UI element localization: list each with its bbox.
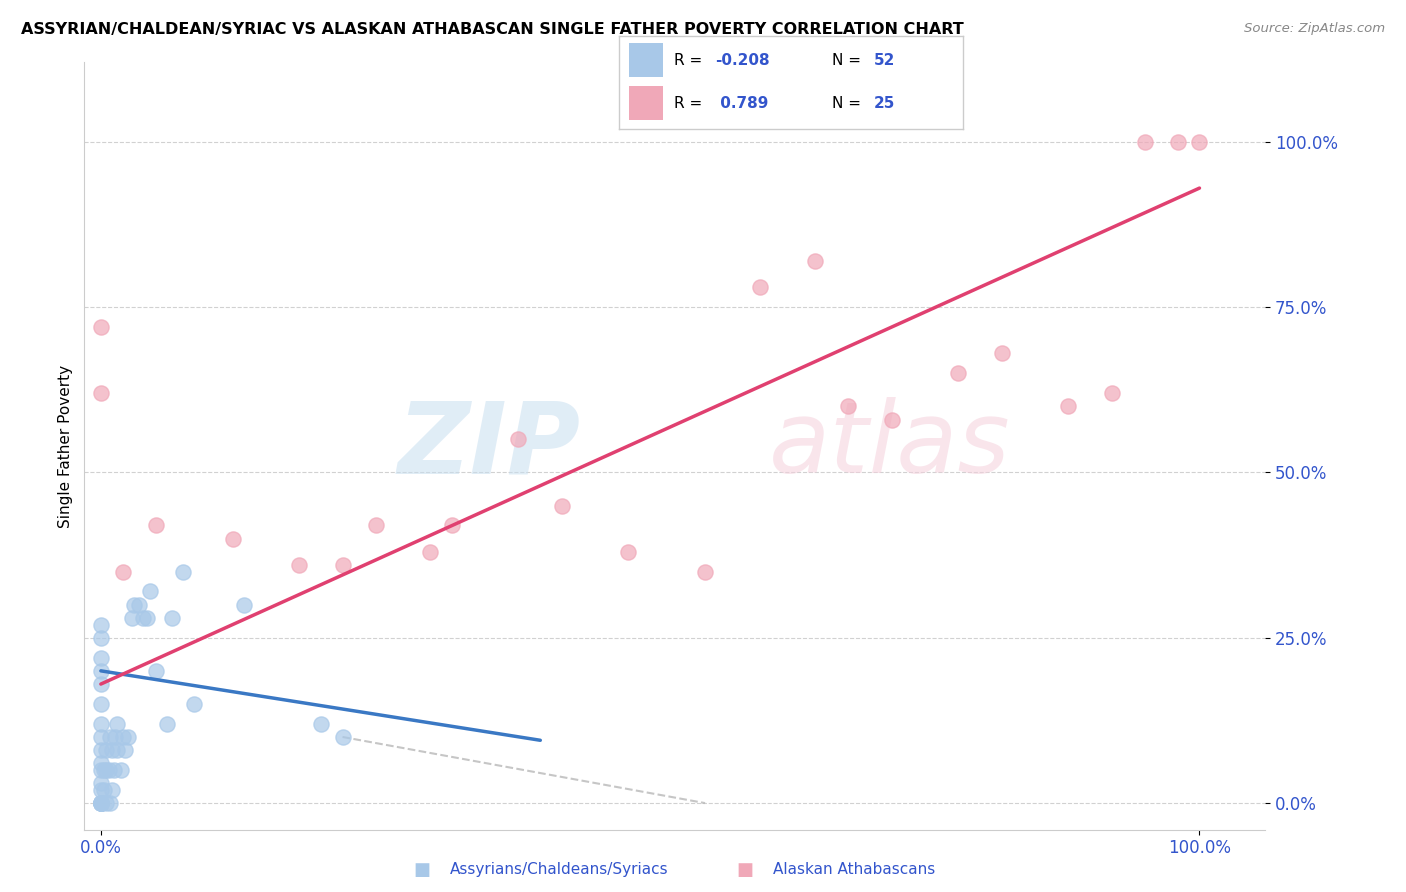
Text: Source: ZipAtlas.com: Source: ZipAtlas.com xyxy=(1244,22,1385,36)
Point xyxy=(221,532,243,546)
Point xyxy=(101,783,124,797)
Point xyxy=(90,763,112,777)
Text: N =: N = xyxy=(832,53,866,68)
Point xyxy=(90,796,112,810)
Point xyxy=(139,584,162,599)
Point xyxy=(332,558,354,572)
Text: 25: 25 xyxy=(873,95,896,111)
Text: ASSYRIAN/CHALDEAN/SYRIAC VS ALASKAN ATHABASCAN SINGLE FATHER POVERTY CORRELATION: ASSYRIAN/CHALDEAN/SYRIAC VS ALASKAN ATHA… xyxy=(21,22,965,37)
Point xyxy=(103,763,125,777)
Point xyxy=(90,783,112,797)
Point xyxy=(90,650,112,665)
Point xyxy=(98,730,121,744)
Point xyxy=(93,783,115,797)
Point xyxy=(441,518,464,533)
Point xyxy=(183,697,205,711)
Point xyxy=(880,412,903,426)
Point xyxy=(90,320,112,334)
Point xyxy=(90,677,112,691)
Point xyxy=(364,518,387,533)
Text: -0.208: -0.208 xyxy=(716,53,769,68)
Text: 52: 52 xyxy=(873,53,896,68)
Point xyxy=(90,756,112,771)
Point xyxy=(617,545,640,559)
Text: ZIP: ZIP xyxy=(398,398,581,494)
Text: 0.789: 0.789 xyxy=(716,95,769,111)
Point xyxy=(1188,135,1211,149)
Point xyxy=(287,558,309,572)
Point xyxy=(90,697,112,711)
Text: Alaskan Athabascans: Alaskan Athabascans xyxy=(773,863,935,877)
Point xyxy=(90,617,112,632)
Point xyxy=(90,796,112,810)
Point xyxy=(122,598,145,612)
Point xyxy=(90,743,112,757)
Point xyxy=(98,796,121,810)
Y-axis label: Single Father Poverty: Single Father Poverty xyxy=(58,365,73,527)
Point xyxy=(145,518,167,533)
Point xyxy=(837,400,859,414)
Point xyxy=(110,763,132,777)
Text: ■: ■ xyxy=(737,861,754,879)
Point xyxy=(136,611,159,625)
Point xyxy=(105,743,128,757)
Point xyxy=(419,545,441,559)
Point xyxy=(114,743,136,757)
Point xyxy=(90,796,112,810)
Point xyxy=(105,716,128,731)
Point xyxy=(172,565,194,579)
Point xyxy=(96,763,118,777)
Point xyxy=(804,253,827,268)
Point xyxy=(93,763,115,777)
Point xyxy=(121,611,143,625)
Point xyxy=(90,796,112,810)
Point xyxy=(508,433,530,447)
Text: ■: ■ xyxy=(413,861,430,879)
Point xyxy=(104,730,127,744)
Point xyxy=(551,499,574,513)
Point xyxy=(96,743,118,757)
Point xyxy=(90,386,112,401)
Point xyxy=(1133,135,1156,149)
Point xyxy=(101,743,124,757)
Point xyxy=(749,280,772,294)
Point xyxy=(693,565,716,579)
Text: R =: R = xyxy=(673,95,707,111)
Point xyxy=(90,631,112,645)
Point xyxy=(990,346,1012,360)
Point xyxy=(145,664,167,678)
Text: Assyrians/Chaldeans/Syriacs: Assyrians/Chaldeans/Syriacs xyxy=(450,863,668,877)
Point xyxy=(1166,135,1188,149)
Point xyxy=(111,565,134,579)
FancyBboxPatch shape xyxy=(628,87,664,120)
Point xyxy=(96,796,118,810)
Point xyxy=(131,611,153,625)
Point xyxy=(97,763,120,777)
Point xyxy=(309,716,332,731)
Point xyxy=(128,598,150,612)
Point xyxy=(111,730,134,744)
Point xyxy=(90,664,112,678)
Point xyxy=(946,366,969,380)
FancyBboxPatch shape xyxy=(628,43,664,77)
Point xyxy=(117,730,139,744)
Point xyxy=(232,598,254,612)
Point xyxy=(1101,386,1123,401)
Point xyxy=(162,611,184,625)
Point xyxy=(90,796,112,810)
Point xyxy=(332,730,354,744)
Text: N =: N = xyxy=(832,95,866,111)
Point xyxy=(90,796,112,810)
Point xyxy=(90,796,112,810)
Point xyxy=(90,730,112,744)
Text: atlas: atlas xyxy=(769,398,1011,494)
Text: R =: R = xyxy=(673,53,707,68)
Point xyxy=(156,716,179,731)
Point xyxy=(90,776,112,790)
Point xyxy=(1056,400,1078,414)
Point xyxy=(90,716,112,731)
